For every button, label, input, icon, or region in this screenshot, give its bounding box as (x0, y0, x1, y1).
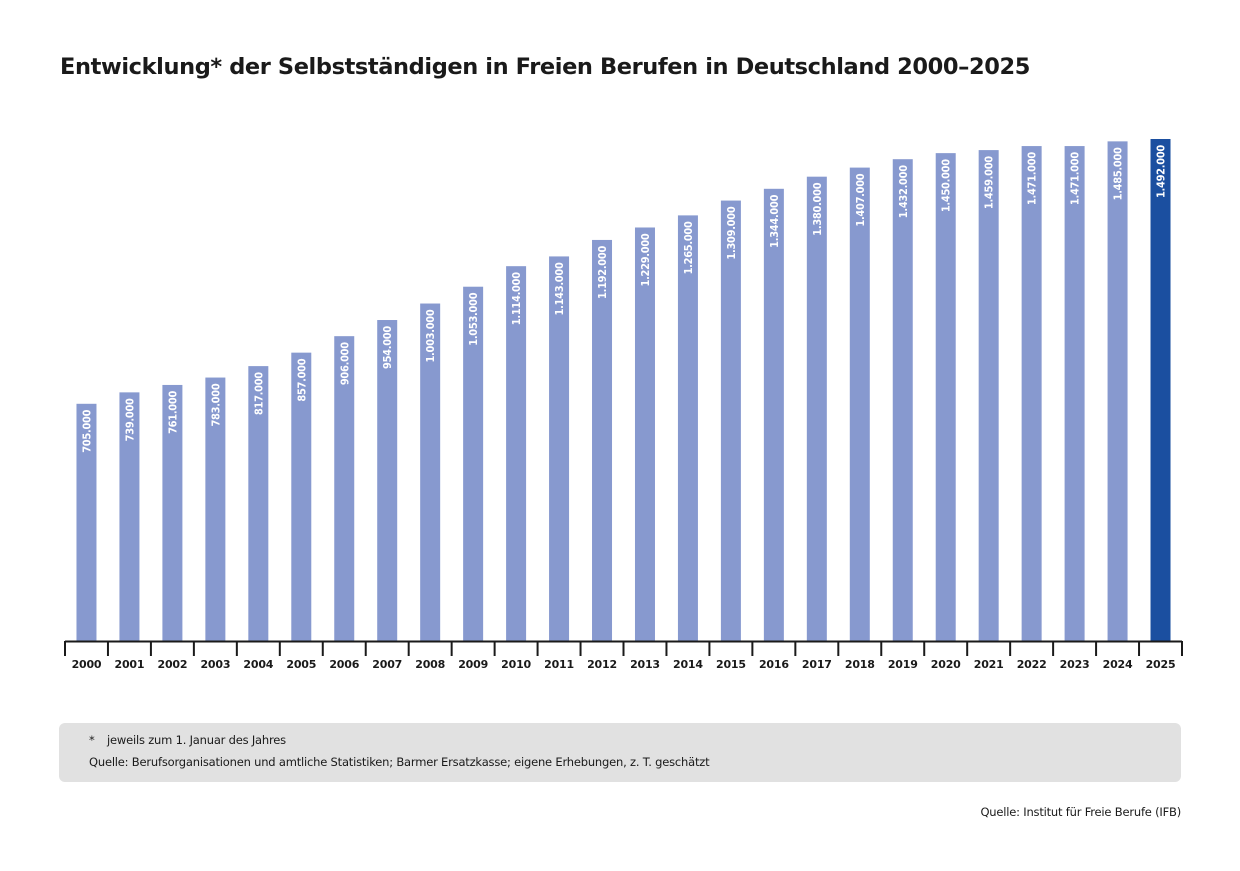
x-tick-label-2000: 2000 (72, 658, 102, 671)
bar-2025 (1150, 139, 1171, 641)
data-label-2019: 1.432.000 (897, 165, 910, 218)
bar-2007 (377, 320, 398, 641)
x-tick-label-2003: 2003 (200, 658, 230, 671)
bar-2002 (162, 384, 183, 641)
data-label-2006: 906.000 (338, 342, 351, 385)
bar-2017 (806, 176, 827, 641)
x-tick-label-2022: 2022 (1017, 658, 1047, 671)
data-label-2023: 1.471.000 (1069, 152, 1082, 205)
bar-2011 (549, 256, 570, 641)
bar-2006 (334, 336, 355, 641)
data-label-2003: 783.000 (209, 383, 222, 426)
footnote-marker: * (89, 733, 95, 747)
x-tick-label-2006: 2006 (329, 658, 359, 671)
x-tick-label-2012: 2012 (587, 658, 617, 671)
bar-2021 (978, 150, 999, 641)
data-label-2020: 1.450.000 (940, 159, 953, 212)
x-tick-label-2017: 2017 (802, 658, 832, 671)
bar-2024 (1107, 141, 1128, 642)
x-tick-label-2010: 2010 (501, 658, 531, 671)
data-label-2013: 1.229.000 (639, 233, 652, 286)
bar-2013 (634, 227, 655, 642)
data-label-2015: 1.309.000 (725, 206, 738, 259)
x-tick-label-2019: 2019 (888, 658, 918, 671)
data-label-2009: 1.053.000 (467, 292, 480, 345)
bar-2014 (677, 215, 698, 641)
footnote-box: * jeweils zum 1. Januar des Jahres Quelle… (59, 723, 1181, 782)
bar-2001 (119, 392, 140, 641)
data-label-2000: 705.000 (80, 409, 93, 452)
data-label-2011: 1.143.000 (553, 262, 566, 315)
data-label-2025: 1.492.000 (1155, 145, 1168, 198)
data-label-2024: 1.485.000 (1112, 147, 1125, 200)
data-label-2002: 761.000 (166, 391, 179, 434)
data-label-2018: 1.407.000 (854, 173, 867, 226)
data-label-2021: 1.459.000 (983, 156, 996, 209)
data-label-2014: 1.265.000 (682, 221, 695, 274)
x-tick-label-2023: 2023 (1060, 658, 1090, 671)
bar-chart: 705.000 739.000 761.000 783.000 817.000 857.0… (64, 139, 1183, 671)
bar-2004 (248, 366, 269, 641)
x-tick-label-2002: 2002 (157, 658, 187, 671)
bar-2023 (1064, 146, 1085, 641)
data-label-2007: 954.000 (381, 326, 394, 369)
data-label-2012: 1.192.000 (596, 246, 609, 299)
data-label-2010: 1.114.000 (510, 272, 523, 325)
data-label-2017: 1.380.000 (811, 182, 824, 235)
bar-2018 (849, 167, 870, 641)
bar-2019 (892, 159, 913, 641)
data-label-2005: 857.000 (295, 358, 308, 401)
x-tick-label-2001: 2001 (115, 658, 145, 671)
bar-2000 (76, 403, 97, 641)
x-tick-label-2018: 2018 (845, 658, 875, 671)
x-tick-label-2004: 2004 (243, 658, 273, 671)
bar-2003 (205, 377, 226, 641)
x-tick-label-2024: 2024 (1103, 658, 1133, 671)
data-label-2016: 1.344.000 (768, 194, 781, 247)
bar-2022 (1021, 146, 1042, 641)
footnote-text: jeweils zum 1. Januar des Jahres (107, 733, 286, 747)
bar-2012 (592, 239, 613, 641)
x-axis-tick-labels: 2000 2001 2002 2003 2004 2005 2006 2007 2008 2009… (72, 658, 1176, 671)
data-label-2001: 739.000 (123, 398, 136, 441)
bar-2008 (420, 303, 441, 641)
x-tick-label-2008: 2008 (415, 658, 445, 671)
bar-2010 (506, 266, 527, 641)
bar-2016 (763, 188, 784, 642)
x-axis-ticks (64, 641, 1183, 656)
x-tick-label-2025: 2025 (1146, 658, 1176, 671)
data-label-2022: 1.471.000 (1026, 152, 1039, 205)
bar-2009 (463, 286, 484, 641)
chart-title: Entwicklung* der Selbstständigen in Frei… (60, 54, 1030, 80)
x-tick-label-2015: 2015 (716, 658, 746, 671)
x-tick-label-2016: 2016 (759, 658, 789, 671)
bars (76, 139, 1171, 642)
x-tick-label-2014: 2014 (673, 658, 703, 671)
bar-2005 (291, 352, 312, 641)
footnote-line: * jeweils zum 1. Januar des Jahres (89, 733, 286, 747)
x-tick-label-2013: 2013 (630, 658, 660, 671)
data-labels: 705.000 739.000 761.000 783.000 817.000 857.0… (80, 145, 1167, 453)
data-label-2008: 1.003.000 (424, 309, 437, 362)
x-tick-label-2021: 2021 (974, 658, 1004, 671)
x-tick-label-2020: 2020 (931, 658, 961, 671)
x-tick-label-2009: 2009 (458, 658, 488, 671)
data-label-2004: 817.000 (252, 372, 265, 415)
bar-2015 (720, 200, 741, 641)
x-tick-label-2005: 2005 (286, 658, 316, 671)
bar-2020 (935, 153, 956, 641)
footnote-sources: Quelle: Berufsorganisationen und amtlich… (89, 755, 710, 769)
x-tick-label-2011: 2011 (544, 658, 574, 671)
x-tick-label-2007: 2007 (372, 658, 402, 671)
source-credit: Quelle: Institut für Freie Berufe (IFB) (980, 805, 1181, 819)
